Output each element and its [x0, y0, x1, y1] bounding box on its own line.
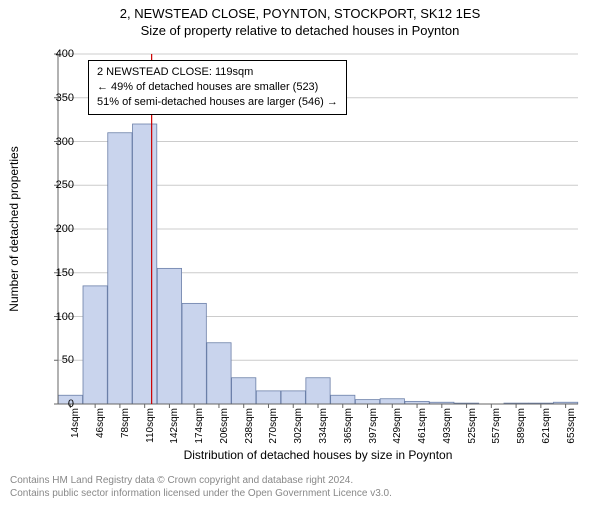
annotation-line-1: 2 NEWSTEAD CLOSE: 119sqm [97, 65, 338, 80]
x-axis-label: Distribution of detached houses by size … [58, 448, 578, 462]
y-tick-label: 50 [34, 354, 74, 366]
y-tick-label: 350 [34, 92, 74, 104]
y-tick-label: 300 [34, 136, 74, 148]
y-tick-label: 250 [34, 179, 74, 191]
y-axis-label: Number of detached properties [4, 54, 24, 404]
chart-subtitle: Size of property relative to detached ho… [0, 23, 600, 38]
y-tick-label: 100 [34, 311, 74, 323]
chart-title-address: 2, NEWSTEAD CLOSE, POYNTON, STOCKPORT, S… [0, 6, 600, 21]
annotation-line-2: ← 49% of detached houses are smaller (52… [97, 80, 338, 95]
chart-container: 2, NEWSTEAD CLOSE, POYNTON, STOCKPORT, S… [0, 6, 600, 506]
y-tick-label: 150 [34, 267, 74, 279]
attribution-line-2: Contains public sector information licen… [10, 487, 590, 500]
attribution-line-1: Contains HM Land Registry data © Crown c… [10, 474, 590, 487]
y-tick-label: 400 [34, 48, 74, 60]
annotation-box: 2 NEWSTEAD CLOSE: 119sqm ← 49% of detach… [88, 60, 347, 115]
y-tick-label: 0 [34, 398, 74, 410]
attribution-text: Contains HM Land Registry data © Crown c… [0, 468, 600, 506]
y-tick-label: 200 [34, 223, 74, 235]
annotation-line-3: 51% of semi-detached houses are larger (… [97, 95, 338, 110]
